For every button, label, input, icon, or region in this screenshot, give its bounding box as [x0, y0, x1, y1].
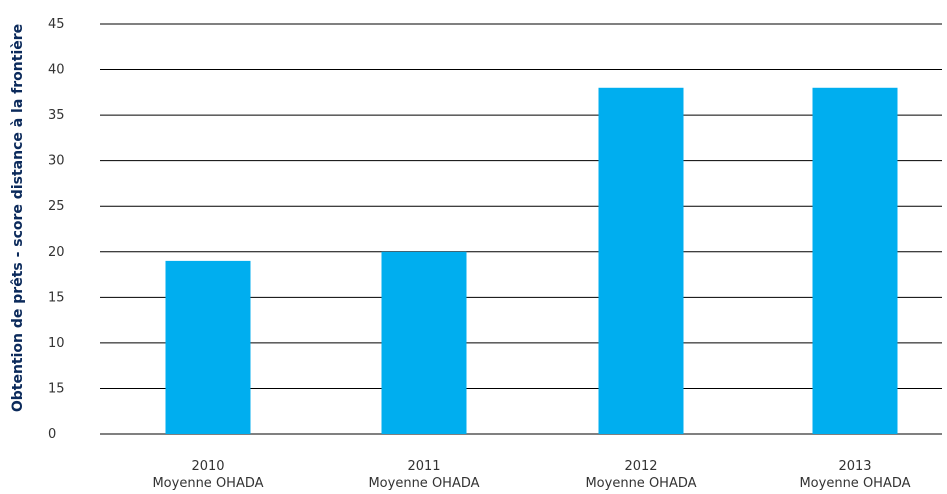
- y-tick-label: 30: [48, 154, 65, 169]
- x-axis-labels: 2010 Moyenne OHADA 2011 Moyenne OHADA 2012 Mo…: [152, 459, 910, 491]
- y-tick-label: 0: [48, 427, 56, 442]
- y-tick-label: 45: [48, 17, 65, 32]
- y-tick-label: 20: [48, 245, 65, 260]
- y-tick-label: 15: [48, 290, 65, 305]
- y-axis-ticks: 0 15 10 15 20 25 30 35 40 45: [48, 17, 65, 442]
- y-tick-label: 40: [48, 63, 65, 78]
- y-axis-title: Obtention de prêts - score distance à la…: [10, 24, 26, 412]
- x-tick-label: Moyenne OHADA: [585, 476, 696, 491]
- bar: [165, 260, 251, 434]
- x-tick-year: 2011: [407, 459, 440, 474]
- x-tick-year: 2013: [838, 459, 871, 474]
- bar-layer: [165, 87, 898, 435]
- bar: [381, 251, 467, 434]
- x-tick-label: Moyenne OHADA: [799, 476, 910, 491]
- y-tick-label: 10: [48, 336, 65, 351]
- x-tick-year: 2010: [191, 459, 224, 474]
- x-tick-label: Moyenne OHADA: [152, 476, 263, 491]
- bar: [812, 87, 898, 435]
- x-tick-label: Moyenne OHADA: [368, 476, 479, 491]
- y-tick-label: 35: [48, 108, 65, 123]
- x-tick-year: 2012: [624, 459, 657, 474]
- bar: [598, 87, 684, 435]
- y-tick-label: 15: [48, 381, 65, 396]
- y-tick-label: 25: [48, 199, 65, 214]
